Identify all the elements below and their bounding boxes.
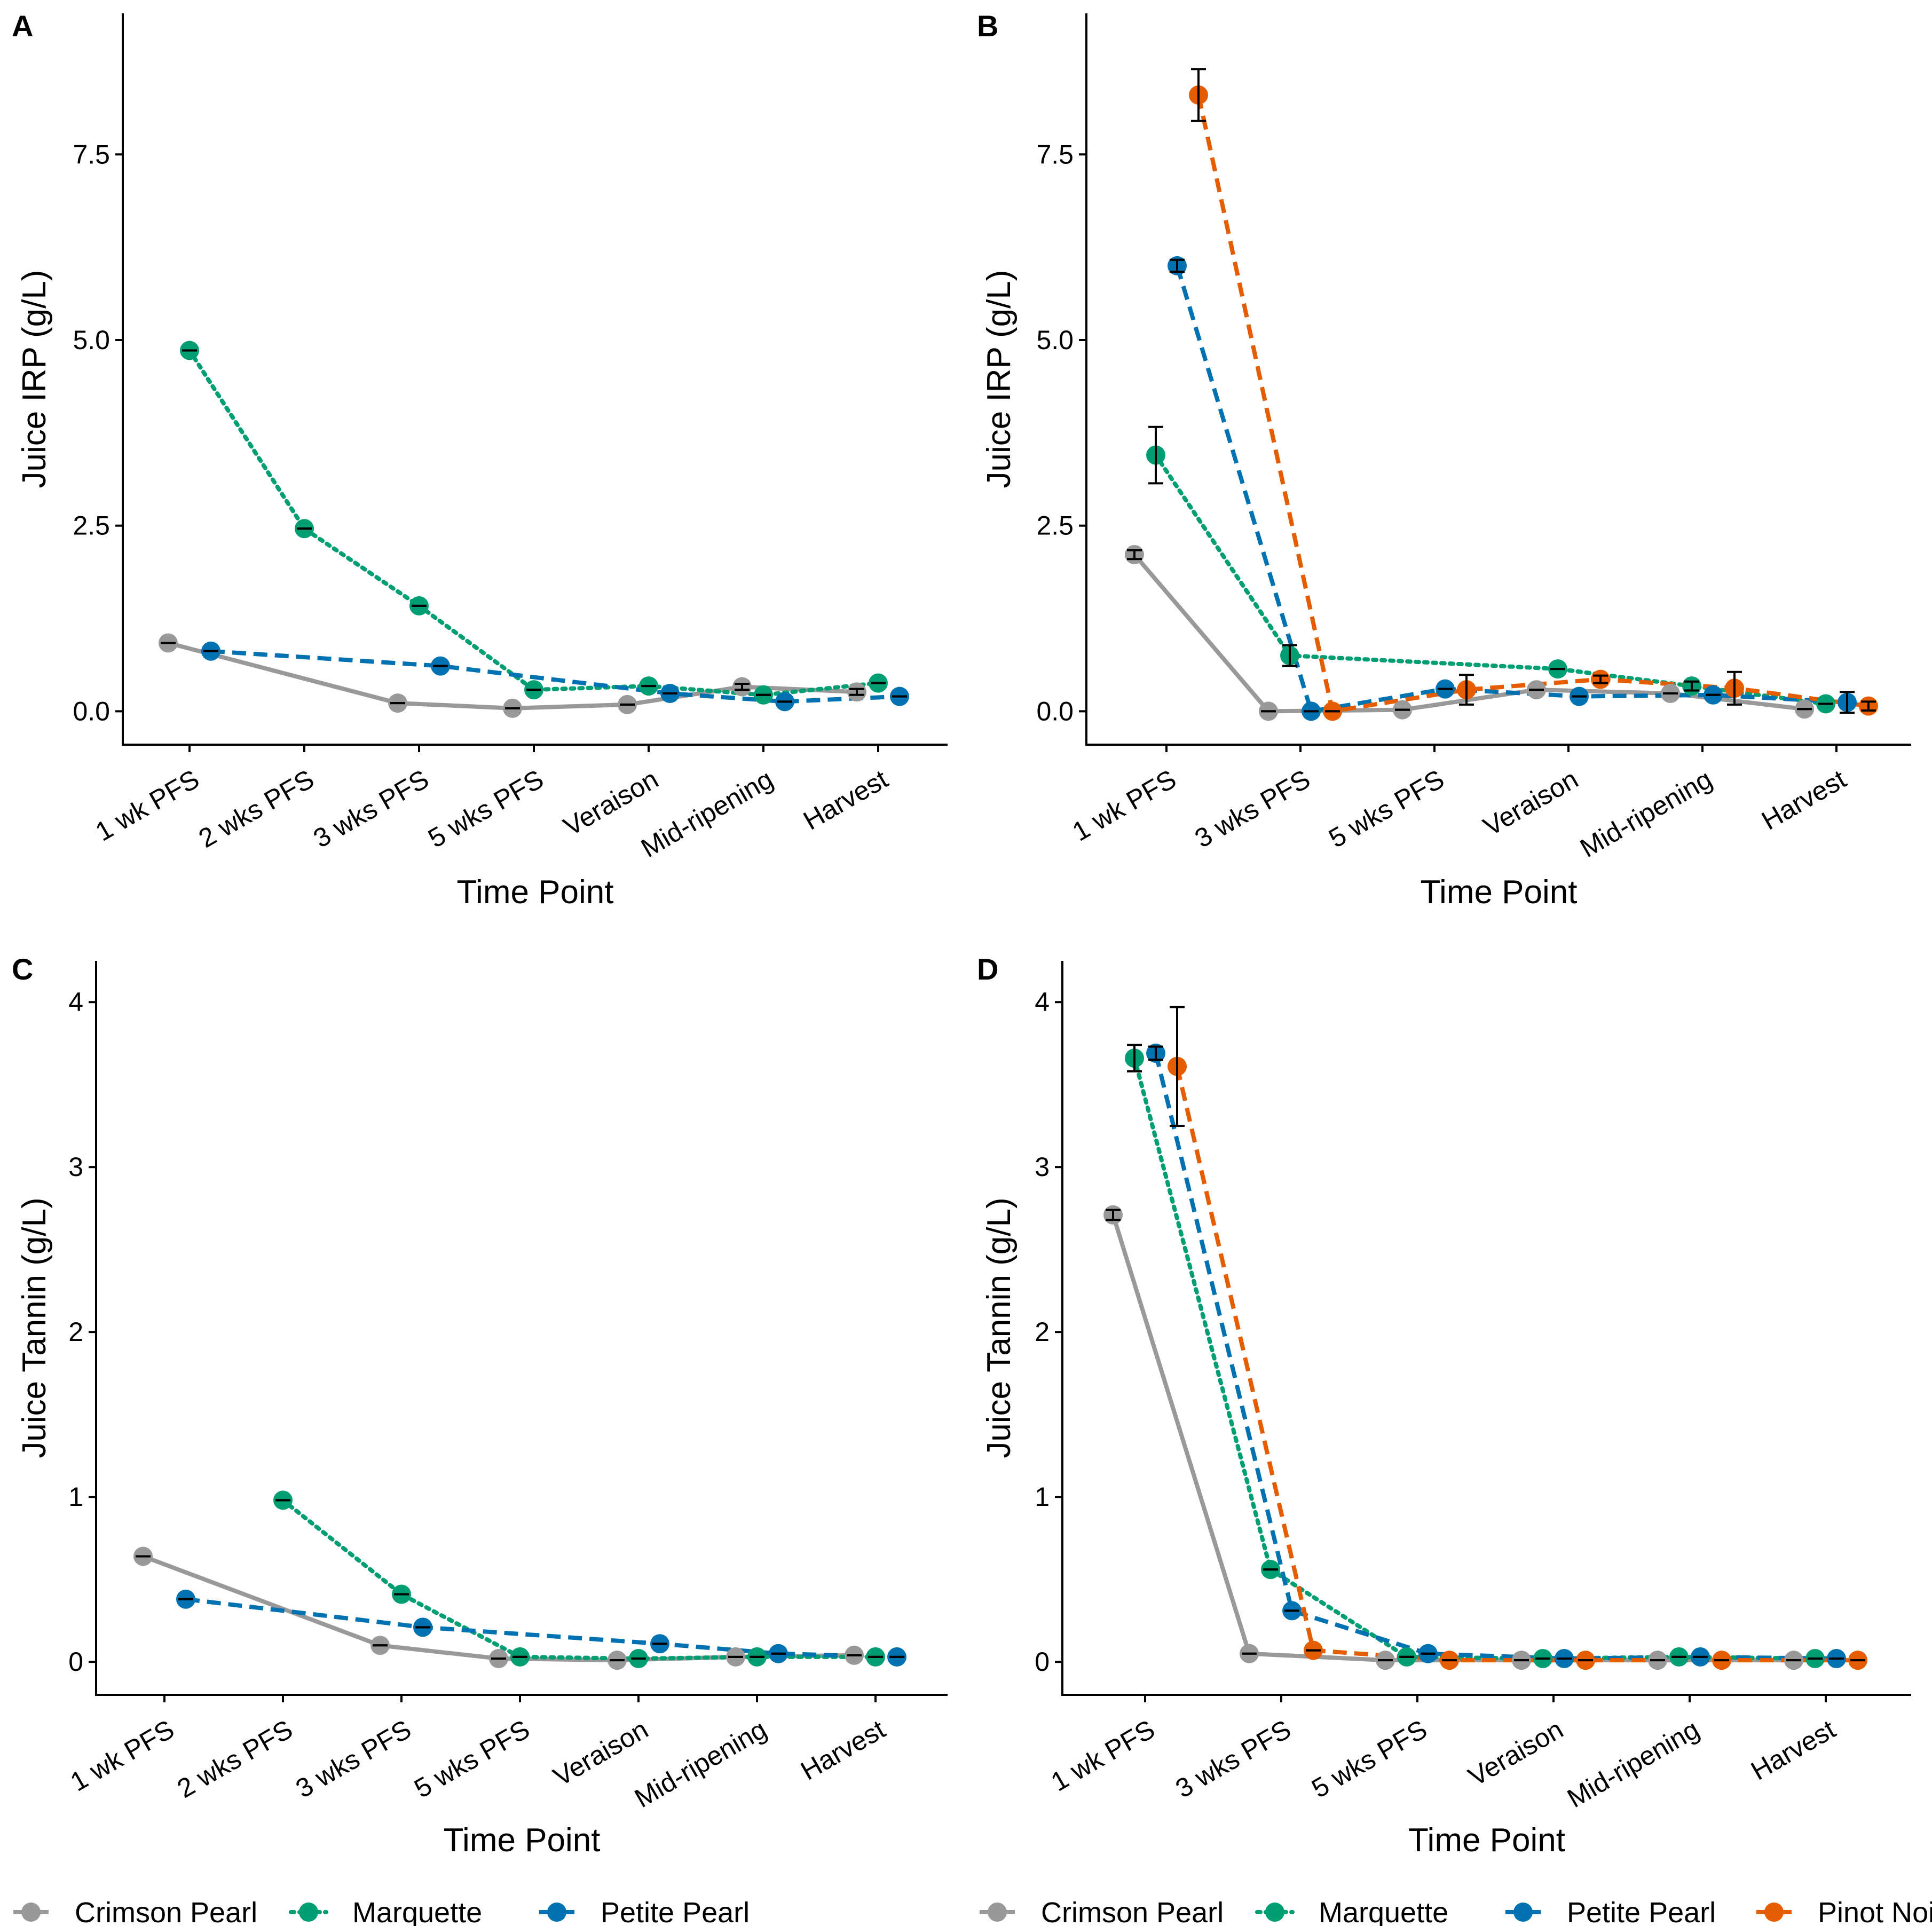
x-tick-label: 3 wks PFS: [1190, 764, 1315, 854]
series-line-marquette: [1132, 1056, 1817, 1661]
legend-key-point: [1764, 1903, 1784, 1922]
x-axis-title: Time Point: [456, 874, 613, 911]
x-tick-label: Mid-ripening: [1562, 1714, 1704, 1813]
y-tick-label: 7.5: [1036, 139, 1074, 169]
x-tick-label: 5 wks PFS: [409, 1714, 535, 1804]
y-axis-title: Juice Tannin (g/L): [16, 1197, 53, 1458]
y-tick-label: 0.0: [73, 696, 110, 726]
x-tick-label: Mid-ripening: [636, 764, 778, 863]
legend-key-point: [299, 1903, 318, 1922]
y-tick-label: 1: [1035, 1482, 1050, 1512]
x-axis-title: Time Point: [443, 1822, 600, 1859]
legend-key-point: [547, 1903, 566, 1922]
y-tick-label: 2: [68, 1317, 83, 1347]
x-tick-label: Mid-ripening: [1575, 764, 1717, 863]
x-tick-label: 2 wks PFS: [194, 764, 319, 854]
panel-b: B 0.0 2.5 5.0 7.5 1 wk PFS 3 wks PFS 5 wks PFS V…: [977, 9, 1911, 911]
legend-1: Crimson Pearl Marquette Petite Pearl: [13, 1897, 750, 1926]
y-tick-label: 5.0: [1036, 325, 1074, 355]
y-tick-label: 0.0: [1036, 696, 1074, 726]
y-tick-label: 5.0: [73, 325, 110, 355]
y-tick-label: 7.5: [73, 139, 110, 169]
x-tick-label: 3 wks PFS: [291, 1714, 416, 1804]
panel-letter: B: [977, 9, 998, 43]
series-line-crimson-pearl: [1132, 553, 1805, 714]
x-axis-title: Time Point: [1420, 874, 1577, 911]
series-line-petite-pearl: [210, 649, 900, 704]
legend-key-point: [988, 1903, 1007, 1922]
panel-letter: C: [12, 952, 33, 986]
panel-d: D 0 1 2 3 4 1 wk PFS 3 wks PFS 5 wks PFS Veraison…: [977, 952, 1911, 1859]
y-axis-title: Juice IRP (g/L): [16, 270, 53, 488]
series-line-marquette: [1154, 453, 1828, 706]
legend-label: Pinot Noir: [1818, 1897, 1932, 1926]
y-tick-label: 4: [68, 987, 83, 1017]
legend-key-point: [1513, 1903, 1533, 1922]
x-tick-label: Veraison: [548, 1714, 653, 1792]
x-tick-label: 1 wk PFS: [65, 1714, 179, 1797]
x-tick-label: Harvest: [795, 1714, 890, 1786]
legend-label: Crimson Pearl: [1041, 1897, 1224, 1926]
x-tick-label: Mid-ripening: [629, 1714, 771, 1813]
y-tick-label: 3: [68, 1152, 83, 1182]
panel-letter: A: [12, 9, 33, 43]
x-tick-label: Veraison: [1478, 764, 1583, 842]
x-tick-label: 1 wk PFS: [1046, 1714, 1160, 1797]
x-tick-label: 1 wk PFS: [1067, 764, 1181, 847]
series-line-petite-pearl: [185, 1597, 897, 1659]
y-tick-label: 1: [68, 1482, 83, 1512]
legend-key-point: [1265, 1903, 1284, 1922]
x-tick-label: Harvest: [1746, 1714, 1840, 1786]
panel-letter: D: [977, 952, 998, 986]
legend-label: Crimson Pearl: [75, 1897, 257, 1926]
legend-2: Crimson Pearl Marquette Petite Pearl Pinot …: [980, 1897, 1932, 1926]
legend-label: Marquette: [1319, 1897, 1448, 1926]
y-tick-label: 3: [1035, 1152, 1050, 1182]
series-line-petite-pearl: [1154, 1053, 1837, 1661]
y-axis-title: Juice IRP (g/L): [981, 270, 1018, 488]
series-line-pinot-noir: [1175, 1065, 1858, 1663]
legend-label: Petite Pearl: [601, 1897, 750, 1926]
legend-key-point: [21, 1903, 41, 1922]
x-tick-label: 5 wks PFS: [1324, 764, 1449, 854]
x-axis-title: Time Point: [1408, 1822, 1565, 1859]
series-line-marquette: [187, 348, 880, 697]
y-tick-label: 0: [68, 1647, 83, 1677]
x-tick-label: 5 wks PFS: [1307, 1714, 1432, 1804]
x-tick-label: 3 wks PFS: [309, 764, 434, 854]
y-tick-label: 2.5: [73, 511, 110, 541]
series-line-pinot-noir: [1196, 94, 1869, 714]
y-tick-label: 2.5: [1036, 511, 1074, 541]
legend-label: Marquette: [352, 1897, 482, 1926]
x-tick-label: 2 wks PFS: [172, 1714, 298, 1804]
series-line-petite-pearl: [1175, 265, 1848, 714]
y-tick-label: 2: [1035, 1317, 1050, 1347]
x-tick-label: 5 wks PFS: [423, 764, 549, 854]
y-tick-label: 0: [1035, 1647, 1050, 1677]
x-tick-label: Harvest: [798, 764, 893, 836]
series-line-marquette: [281, 1498, 878, 1661]
x-tick-label: 3 wks PFS: [1171, 1714, 1296, 1804]
x-tick-label: 1 wk PFS: [90, 764, 204, 847]
series-line-crimson-pearl: [1111, 1214, 1794, 1663]
y-tick-label: 4: [1035, 987, 1050, 1017]
x-tick-label: Harvest: [1756, 764, 1851, 836]
y-axis-title: Juice Tannin (g/L): [981, 1197, 1018, 1458]
x-tick-label: Veraison: [1463, 1714, 1568, 1792]
legend-label: Petite Pearl: [1567, 1897, 1716, 1926]
